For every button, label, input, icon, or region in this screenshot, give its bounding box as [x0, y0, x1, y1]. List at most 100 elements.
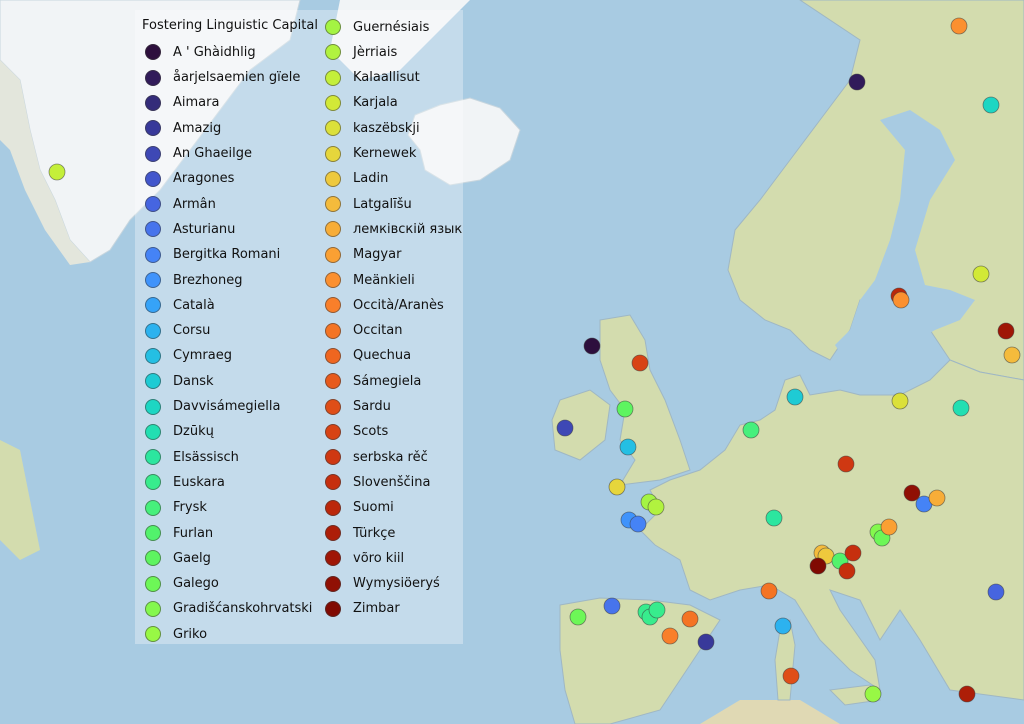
legend-swatch-icon: [325, 145, 341, 162]
language-marker[interactable]: [838, 562, 856, 580]
legend-swatch-icon: [145, 575, 161, 592]
legend-swatch-icon: [325, 196, 341, 213]
legend-label: Quechua: [353, 348, 412, 364]
legend-item: Zimbar: [325, 600, 400, 617]
language-marker[interactable]: [631, 354, 649, 372]
legend-swatch-icon: [145, 69, 161, 86]
language-marker[interactable]: [556, 419, 574, 437]
language-marker[interactable]: [982, 96, 1000, 114]
language-marker[interactable]: [987, 583, 1005, 601]
legend-swatch-icon: [145, 272, 161, 288]
language-marker[interactable]: [619, 438, 637, 456]
legend-item: Sardu: [325, 398, 391, 415]
legend-item: An Ghaeilge: [145, 145, 252, 162]
language-marker[interactable]: [903, 484, 921, 502]
legend-label: Brezhoneg: [173, 272, 243, 288]
language-marker[interactable]: [952, 399, 970, 417]
legend-swatch-icon: [145, 221, 161, 238]
language-marker[interactable]: [647, 498, 665, 516]
language-marker[interactable]: [629, 515, 647, 533]
language-marker[interactable]: [681, 610, 699, 628]
legend-swatch-icon: [325, 322, 341, 339]
language-marker[interactable]: [603, 597, 621, 615]
greenland-coast: [0, 60, 90, 265]
language-marker[interactable]: [848, 73, 866, 91]
legend-swatch-icon: [145, 322, 161, 339]
legend-swatch-icon: [325, 550, 341, 567]
legend-item: лемківскій язык: [325, 221, 462, 238]
legend-label: Kalaallisut: [353, 70, 420, 86]
mainland-europe: [639, 359, 1024, 701]
language-marker[interactable]: [844, 544, 862, 562]
legend-item: Elsässisch: [145, 449, 239, 466]
legend-label: Cymraeg: [173, 348, 232, 364]
language-marker[interactable]: [972, 265, 990, 283]
legend-label: Guernésiais: [353, 19, 430, 35]
legend-label: Galego: [173, 576, 219, 592]
legend-label: Amazig: [173, 120, 222, 136]
language-marker[interactable]: [1003, 346, 1021, 364]
legend-item: võro kiil: [325, 550, 405, 567]
language-marker[interactable]: [616, 400, 634, 418]
legend-item: Gaelg: [145, 550, 211, 567]
language-marker[interactable]: [697, 633, 715, 651]
baltic-sea: [835, 110, 975, 375]
legend-swatch-icon: [325, 525, 341, 541]
iberia: [559, 597, 721, 724]
legend-item: Guernésiais: [325, 19, 429, 35]
language-marker[interactable]: [48, 163, 66, 181]
legend-swatch-icon: [145, 626, 161, 643]
legend-item: Occità/Aranès: [325, 297, 444, 314]
legend-item: Türkçe: [325, 525, 395, 541]
legend-swatch-icon: [325, 272, 341, 288]
legend-label: Aimara: [173, 95, 220, 111]
language-marker[interactable]: [760, 582, 778, 600]
legend-item: Català: [145, 297, 215, 314]
language-marker[interactable]: [742, 421, 760, 439]
legend-swatch-icon: [145, 449, 161, 466]
legend-swatch-icon: [145, 525, 161, 541]
language-marker[interactable]: [864, 685, 882, 703]
legend-label: Català: [173, 297, 215, 313]
legend-item: Galego: [145, 575, 219, 592]
legend-label: åarjelsaemien gïele: [173, 70, 301, 86]
language-marker[interactable]: [880, 518, 898, 536]
legend-label: Gaelg: [173, 550, 211, 566]
legend-label: Euskara: [173, 474, 225, 490]
language-marker[interactable]: [648, 601, 666, 619]
legend-label: Armân: [173, 196, 216, 212]
legend-label: võro kiil: [353, 550, 405, 566]
language-marker[interactable]: [608, 478, 626, 496]
legend-swatch-icon: [325, 297, 341, 314]
legend-label: Meänkieli: [353, 272, 415, 288]
language-marker[interactable]: [950, 17, 968, 35]
legend-swatch-icon: [325, 170, 341, 187]
legend-swatch-icon: [325, 347, 341, 364]
legend-item: Slovenščina: [325, 474, 431, 491]
language-marker[interactable]: [774, 617, 792, 635]
language-marker[interactable]: [837, 455, 855, 473]
legend-item: Scots: [325, 423, 388, 440]
legend-label: Karjala: [353, 95, 398, 111]
language-marker[interactable]: [891, 392, 909, 410]
language-marker[interactable]: [661, 627, 679, 645]
language-marker[interactable]: [997, 322, 1015, 340]
legend-swatch-icon: [325, 449, 341, 466]
legend-item: åarjelsaemien gïele: [145, 69, 301, 86]
legend-label: Wymysiöeryś: [353, 576, 440, 592]
language-marker[interactable]: [765, 509, 783, 527]
legend-label: Furlan: [173, 525, 214, 541]
language-marker[interactable]: [928, 489, 946, 507]
legend-label: Sámegiela: [353, 373, 422, 389]
legend-label: Occitan: [353, 323, 403, 339]
language-marker[interactable]: [786, 388, 804, 406]
language-marker[interactable]: [782, 667, 800, 685]
legend-label: Occità/Aranès: [353, 297, 444, 313]
legend-swatch-icon: [145, 145, 161, 162]
language-marker[interactable]: [958, 685, 976, 703]
language-marker[interactable]: [809, 557, 827, 575]
language-marker[interactable]: [583, 337, 601, 355]
language-marker[interactable]: [892, 291, 910, 309]
language-marker[interactable]: [569, 608, 587, 626]
